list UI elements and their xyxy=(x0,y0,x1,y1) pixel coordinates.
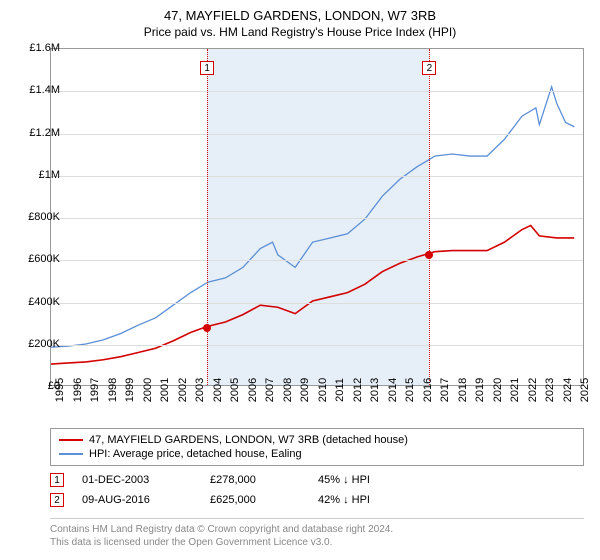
gridline xyxy=(51,218,583,219)
x-axis-label: 2003 xyxy=(194,378,206,402)
x-axis-label: 2001 xyxy=(159,378,171,402)
x-axis-label: 2013 xyxy=(369,378,381,402)
marker-line xyxy=(207,49,208,385)
marker-number-box: 2 xyxy=(422,61,436,75)
y-axis-label: £1.4M xyxy=(10,84,60,96)
x-axis-label: 2014 xyxy=(387,378,399,402)
x-axis-label: 1997 xyxy=(89,378,101,402)
marker-number-box: 1 xyxy=(200,61,214,75)
x-axis-label: 2011 xyxy=(334,378,346,402)
chart-container: 47, MAYFIELD GARDENS, LONDON, W7 3RB Pri… xyxy=(0,0,600,560)
x-axis-label: 2008 xyxy=(282,378,294,402)
line-series-svg xyxy=(51,49,583,385)
gridline xyxy=(51,303,583,304)
transaction-price: £278,000 xyxy=(210,474,300,486)
x-axis-label: 2024 xyxy=(562,378,574,402)
y-axis-label: £200K xyxy=(10,338,60,350)
legend-label: 47, MAYFIELD GARDENS, LONDON, W7 3RB (de… xyxy=(89,434,408,446)
x-axis-label: 2006 xyxy=(247,378,259,402)
transaction-pct: 45% ↓ HPI xyxy=(318,474,428,486)
transaction-pct: 42% ↓ HPI xyxy=(318,494,428,506)
plot-area: 12 xyxy=(50,48,584,386)
series-line xyxy=(51,225,574,364)
transaction-row: 2 09-AUG-2016 £625,000 42% ↓ HPI xyxy=(50,490,584,510)
legend-item: 47, MAYFIELD GARDENS, LONDON, W7 3RB (de… xyxy=(59,433,575,447)
x-axis-label: 2020 xyxy=(492,378,504,402)
chart-subtitle: Price paid vs. HM Land Registry's House … xyxy=(0,23,600,39)
x-axis-label: 1998 xyxy=(107,378,119,402)
transaction-price: £625,000 xyxy=(210,494,300,506)
transaction-date: 01-DEC-2003 xyxy=(82,474,192,486)
marker-dot xyxy=(425,251,433,259)
legend-label: HPI: Average price, detached house, Eali… xyxy=(89,448,302,460)
x-axis-label: 2005 xyxy=(229,378,241,402)
transactions-table: 1 01-DEC-2003 £278,000 45% ↓ HPI 2 09-AUG-201… xyxy=(50,470,584,510)
x-axis-label: 2019 xyxy=(474,378,486,402)
marker-dot xyxy=(203,324,211,332)
footer-attribution: Contains HM Land Registry data © Crown c… xyxy=(50,518,584,549)
y-axis-label: £400K xyxy=(10,296,60,308)
x-axis-label: 2016 xyxy=(422,378,434,402)
gridline xyxy=(51,176,583,177)
y-axis-label: £800K xyxy=(10,211,60,223)
gridline xyxy=(51,134,583,135)
x-axis-label: 2022 xyxy=(527,378,539,402)
y-axis-label: £1M xyxy=(10,169,60,181)
x-axis-label: 2010 xyxy=(317,378,329,402)
x-axis-label: 2015 xyxy=(404,378,416,402)
x-axis-label: 2018 xyxy=(457,378,469,402)
gridline xyxy=(51,345,583,346)
chart-title: 47, MAYFIELD GARDENS, LONDON, W7 3RB xyxy=(0,0,600,23)
x-axis-label: 2017 xyxy=(439,378,451,402)
gridline xyxy=(51,91,583,92)
x-axis-label: 2002 xyxy=(177,378,189,402)
y-axis-label: £600K xyxy=(10,253,60,265)
legend-box: 47, MAYFIELD GARDENS, LONDON, W7 3RB (de… xyxy=(50,428,584,466)
x-axis-label: 1995 xyxy=(54,378,66,402)
transaction-number: 2 xyxy=(50,493,64,507)
y-axis-label: £1.6M xyxy=(10,42,60,54)
x-axis-label: 1996 xyxy=(72,378,84,402)
gridline xyxy=(51,260,583,261)
x-axis-label: 2009 xyxy=(299,378,311,402)
x-axis-label: 2004 xyxy=(212,378,224,402)
x-axis-label: 2012 xyxy=(352,378,364,402)
footer-line-2: This data is licensed under the Open Gov… xyxy=(50,536,584,549)
x-axis-label: 2025 xyxy=(579,378,591,402)
x-axis-label: 2000 xyxy=(142,378,154,402)
series-line xyxy=(51,87,574,347)
x-axis-label: 1999 xyxy=(124,378,136,402)
transaction-row: 1 01-DEC-2003 £278,000 45% ↓ HPI xyxy=(50,470,584,490)
legend-item: HPI: Average price, detached house, Eali… xyxy=(59,447,575,461)
legend-swatch xyxy=(59,439,83,441)
x-axis-label: 2021 xyxy=(509,378,521,402)
transaction-number: 1 xyxy=(50,473,64,487)
legend-swatch xyxy=(59,453,83,455)
x-axis-label: 2023 xyxy=(544,378,556,402)
y-axis-label: £0 xyxy=(10,380,60,392)
y-axis-label: £1.2M xyxy=(10,127,60,139)
transaction-date: 09-AUG-2016 xyxy=(82,494,192,506)
footer-line-1: Contains HM Land Registry data © Crown c… xyxy=(50,523,584,536)
marker-line xyxy=(429,49,430,385)
x-axis-label: 2007 xyxy=(264,378,276,402)
